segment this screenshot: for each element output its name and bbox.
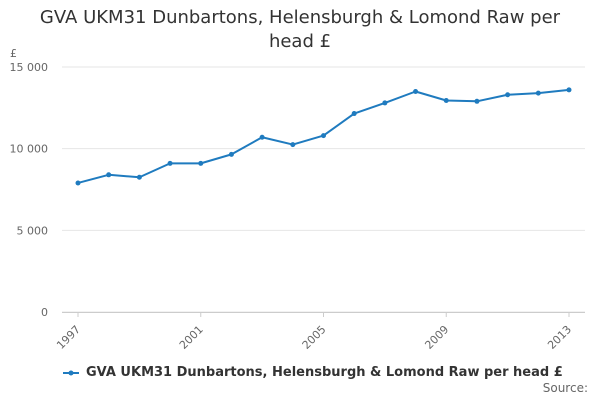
data-point	[535, 90, 541, 96]
data-point	[136, 174, 142, 180]
y-tick-label: 10 000	[10, 143, 49, 156]
line-marker-icon	[63, 370, 79, 375]
data-point	[106, 172, 112, 178]
chart-title: GVA UKM31 Dunbartons, Helensburgh & Lomo…	[0, 6, 600, 54]
data-point	[167, 160, 173, 166]
data-point	[443, 97, 449, 103]
y-axis-label: £	[10, 47, 17, 60]
x-tick-label: 2013	[545, 323, 574, 352]
chart-title-line-1: GVA UKM31 Dunbartons, Helensburgh & Lomo…	[39, 7, 561, 28]
legend[interactable]: GVA UKM31 Dunbartons, Helensburgh & Lomo…	[62, 365, 563, 380]
x-tick-label: 2009	[422, 323, 451, 352]
source-label: Source:	[542, 381, 588, 395]
data-point	[382, 100, 388, 106]
x-tick-label: 2001	[177, 323, 206, 352]
legend-item-label: GVA UKM31 Dunbartons, Helensburgh & Lomo…	[86, 365, 563, 380]
y-tick-label: 0	[41, 306, 48, 319]
data-point	[321, 133, 326, 139]
data-point	[228, 151, 234, 157]
y-tick-label: 5 000	[17, 224, 49, 237]
data-point	[413, 89, 419, 94]
data-point	[351, 111, 357, 117]
chart-title-line-2: head £	[268, 31, 332, 52]
data-point	[474, 98, 480, 104]
data-point	[290, 142, 296, 148]
data-point	[505, 92, 511, 98]
data-point	[198, 160, 204, 166]
x-tick-label: 2005	[300, 323, 329, 352]
y-tick-label: 15 000	[10, 61, 49, 74]
data-point	[75, 180, 81, 186]
data-point	[566, 87, 572, 93]
data-point	[259, 134, 265, 140]
x-tick-label: 1997	[54, 323, 83, 352]
